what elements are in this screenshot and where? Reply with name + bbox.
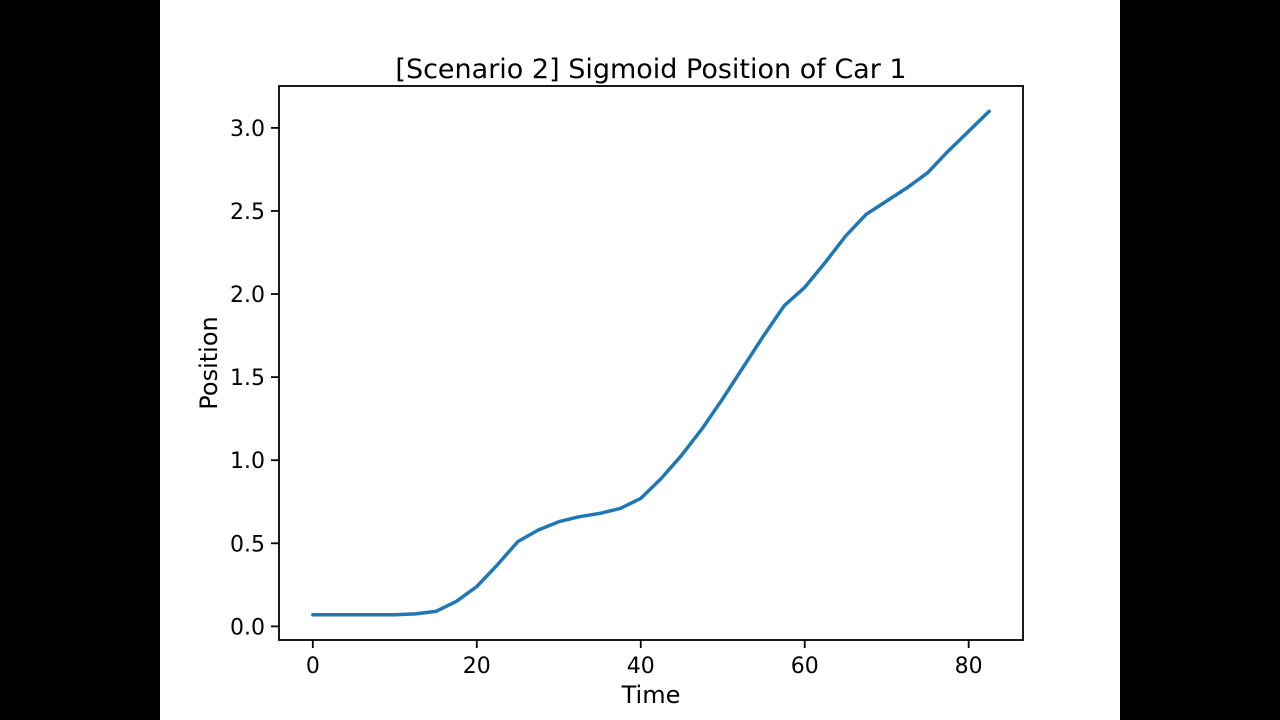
y-axis-ticks: 0.0 0.5 1.0 1.5 2.0 2.5 3.0: [230, 117, 279, 640]
y-tick-label: 3.0: [230, 117, 265, 142]
y-tick-label: 1.5: [230, 366, 265, 391]
letterbox-left: [0, 0, 160, 720]
y-tick-label: 1.0: [230, 449, 265, 474]
y-axis-label: Position: [195, 316, 223, 409]
matplotlib-figure: 0 20 40 60 80 0.0 0.5 1.0 1.5 2.0 2.5 3.0 [Scenari…: [160, 0, 1120, 720]
y-tick-label: 0.5: [230, 532, 265, 557]
x-tick-label: 80: [955, 654, 983, 679]
x-tick-label: 60: [791, 654, 819, 679]
chart-title: [Scenario 2] Sigmoid Position of Car 1: [395, 54, 906, 85]
line-chart: 0 20 40 60 80 0.0 0.5 1.0 1.5 2.0 2.5 3.0 [Scenari…: [195, 54, 1024, 709]
y-tick-label: 2.5: [230, 200, 265, 225]
x-tick-label: 40: [627, 654, 655, 679]
x-axis-label: Time: [621, 681, 681, 709]
position-curve: [311, 109, 991, 617]
axes-frame: [278, 85, 1024, 641]
letterbox-right: [1120, 0, 1280, 720]
x-axis-ticks: 0 20 40 60 80: [306, 640, 983, 679]
y-tick-label: 2.0: [230, 283, 265, 308]
y-tick-label: 0.0: [230, 615, 265, 640]
x-tick-label: 20: [463, 654, 491, 679]
x-tick-label: 0: [306, 654, 320, 679]
